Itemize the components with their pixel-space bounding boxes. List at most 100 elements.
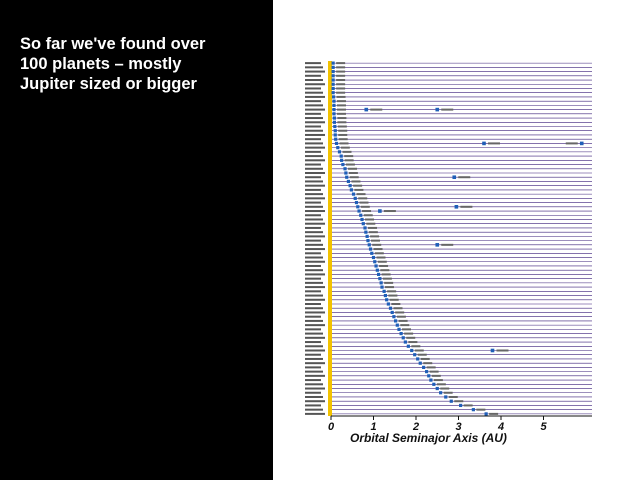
planet-point	[386, 302, 390, 306]
planet-mass-label	[339, 142, 349, 145]
star-name-label	[305, 319, 323, 322]
star-name-label	[305, 193, 323, 196]
planet-point	[336, 146, 340, 150]
star-name-label	[305, 155, 323, 158]
planet-mass-label	[336, 87, 346, 90]
star-name-label	[305, 150, 321, 153]
planet-mass-label	[460, 205, 473, 208]
planet-point	[334, 137, 338, 141]
planet-point	[331, 74, 335, 78]
star-name-label	[305, 379, 321, 382]
planet-point	[390, 310, 394, 315]
planet-point	[425, 370, 429, 374]
planet-mass-label	[406, 336, 416, 339]
planet-mass-label	[340, 146, 350, 149]
planet-mass-label	[389, 298, 399, 301]
planet-mass-label	[337, 121, 347, 124]
host-star-strip	[328, 61, 332, 416]
x-tick-label: 1	[370, 421, 376, 433]
planet-mass-label	[348, 171, 358, 174]
headline-line-1: So far we've found over	[20, 35, 206, 53]
planet-point	[332, 103, 336, 107]
star-name-label	[305, 222, 325, 225]
planet-point	[427, 374, 431, 378]
planet-point	[357, 209, 361, 213]
star-name-label	[305, 117, 323, 120]
planet-mass-label	[358, 197, 368, 200]
planet-point	[395, 323, 399, 327]
planet-mass-label	[381, 273, 391, 276]
slide-left-panel: So far we've found over 100 planets – mo…	[0, 0, 273, 480]
planet-mass-label	[458, 176, 471, 179]
planet-point	[435, 386, 439, 391]
planet-mass-label	[360, 205, 370, 208]
planet-point	[331, 78, 335, 82]
planet-mass-label	[336, 66, 346, 69]
planet-point	[346, 179, 351, 184]
star-name-label	[305, 100, 321, 103]
planet-mass-label	[382, 277, 392, 280]
planet-point	[332, 116, 336, 120]
planet-point	[332, 120, 336, 124]
star-name-label	[305, 298, 325, 301]
star-name-label	[305, 133, 325, 136]
planet-mass-label	[336, 95, 346, 98]
planet-point	[429, 378, 433, 382]
planet-point	[373, 260, 377, 264]
x-tick-label: 5	[540, 421, 547, 433]
planet-mass-label	[366, 222, 376, 225]
planet-mass-label	[476, 408, 486, 411]
planet-mass-label	[404, 332, 414, 335]
planet-mass-label	[348, 167, 358, 170]
planet-point	[341, 162, 345, 167]
x-tick-label: 2	[412, 421, 419, 433]
planet-mass-label	[414, 349, 424, 352]
planet-mass-label	[441, 108, 454, 111]
planet-point	[399, 331, 403, 336]
planet-point	[331, 61, 335, 65]
planet-point	[416, 357, 420, 361]
planet-mass-label	[338, 138, 348, 141]
planet-mass-label	[377, 260, 387, 263]
planet-mass-label	[433, 379, 443, 382]
star-name-label	[305, 180, 323, 183]
planet-point	[333, 133, 337, 137]
star-name-label	[305, 62, 321, 65]
planet-mass-label	[336, 112, 346, 115]
star-name-label	[305, 188, 321, 191]
star-name-label	[305, 79, 323, 82]
star-name-label	[305, 218, 323, 221]
exoplanet-orbit-chart: 0 1 2 3 4 5	[305, 61, 592, 433]
planet-mass-label	[376, 256, 386, 259]
star-name-label	[305, 231, 323, 234]
star-name-label	[305, 315, 321, 318]
star-name-label	[305, 332, 323, 335]
star-name-label	[305, 395, 323, 398]
star-name-label	[305, 391, 321, 394]
planet-point	[332, 108, 336, 112]
star-name-label	[305, 400, 325, 403]
planet-mass-label	[372, 243, 382, 246]
planet-point	[382, 289, 386, 293]
planet-point	[331, 95, 336, 99]
star-name-label	[305, 163, 321, 166]
planet-point	[380, 285, 384, 289]
planet-point	[375, 268, 379, 272]
planet-mass-label	[353, 184, 363, 187]
planet-point	[383, 293, 387, 298]
planet-point	[418, 361, 422, 365]
star-name-label	[305, 336, 325, 339]
planet-mass-label	[374, 252, 384, 255]
star-name-label	[305, 70, 325, 73]
planet-mass-label	[362, 210, 372, 213]
planet-point	[366, 239, 370, 243]
planet-point	[331, 86, 335, 91]
planet-mass-label	[338, 129, 348, 132]
planet-mass-label	[454, 400, 464, 403]
planet-mass-label	[342, 150, 352, 153]
planet-mass-label	[396, 315, 406, 318]
planet-mass-label	[336, 74, 346, 77]
star-name-label	[305, 290, 321, 293]
planet-mass-label	[384, 281, 394, 284]
planet-mass-label	[420, 357, 430, 360]
